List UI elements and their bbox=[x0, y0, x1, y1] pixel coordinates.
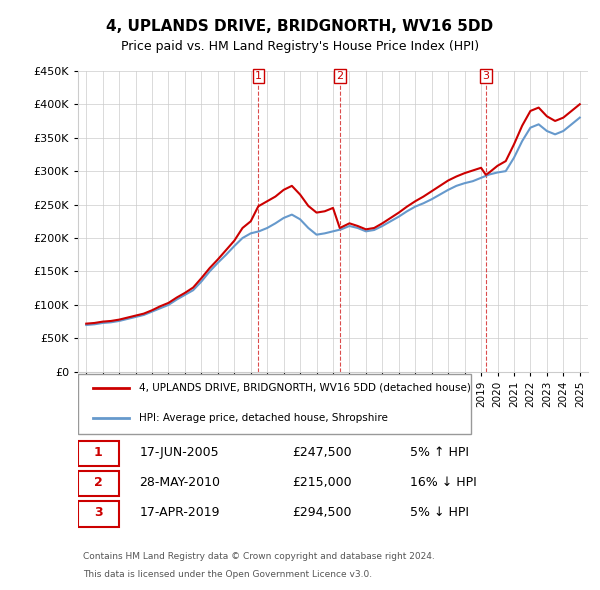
Text: 3: 3 bbox=[482, 71, 490, 81]
FancyBboxPatch shape bbox=[78, 501, 119, 527]
Text: 5% ↓ HPI: 5% ↓ HPI bbox=[409, 506, 469, 519]
Text: £247,500: £247,500 bbox=[292, 446, 352, 459]
Text: 17-APR-2019: 17-APR-2019 bbox=[139, 506, 220, 519]
Text: Contains HM Land Registry data © Crown copyright and database right 2024.: Contains HM Land Registry data © Crown c… bbox=[83, 552, 435, 562]
Text: £294,500: £294,500 bbox=[292, 506, 352, 519]
Text: 28-MAY-2010: 28-MAY-2010 bbox=[139, 476, 220, 489]
FancyBboxPatch shape bbox=[78, 471, 119, 497]
Text: Price paid vs. HM Land Registry's House Price Index (HPI): Price paid vs. HM Land Registry's House … bbox=[121, 40, 479, 53]
Text: 4, UPLANDS DRIVE, BRIDGNORTH, WV16 5DD (detached house): 4, UPLANDS DRIVE, BRIDGNORTH, WV16 5DD (… bbox=[139, 383, 471, 393]
Text: 1: 1 bbox=[94, 446, 103, 459]
Text: 17-JUN-2005: 17-JUN-2005 bbox=[139, 446, 219, 459]
Text: 16% ↓ HPI: 16% ↓ HPI bbox=[409, 476, 476, 489]
FancyBboxPatch shape bbox=[78, 375, 471, 434]
Text: 1: 1 bbox=[255, 71, 262, 81]
Text: 4, UPLANDS DRIVE, BRIDGNORTH, WV16 5DD: 4, UPLANDS DRIVE, BRIDGNORTH, WV16 5DD bbox=[106, 19, 494, 34]
Text: HPI: Average price, detached house, Shropshire: HPI: Average price, detached house, Shro… bbox=[139, 413, 388, 423]
Text: 2: 2 bbox=[336, 71, 343, 81]
Text: 2: 2 bbox=[94, 476, 103, 489]
Text: 5% ↑ HPI: 5% ↑ HPI bbox=[409, 446, 469, 459]
Text: £215,000: £215,000 bbox=[292, 476, 352, 489]
Text: This data is licensed under the Open Government Licence v3.0.: This data is licensed under the Open Gov… bbox=[83, 569, 372, 579]
FancyBboxPatch shape bbox=[78, 441, 119, 467]
Text: 3: 3 bbox=[94, 506, 103, 519]
